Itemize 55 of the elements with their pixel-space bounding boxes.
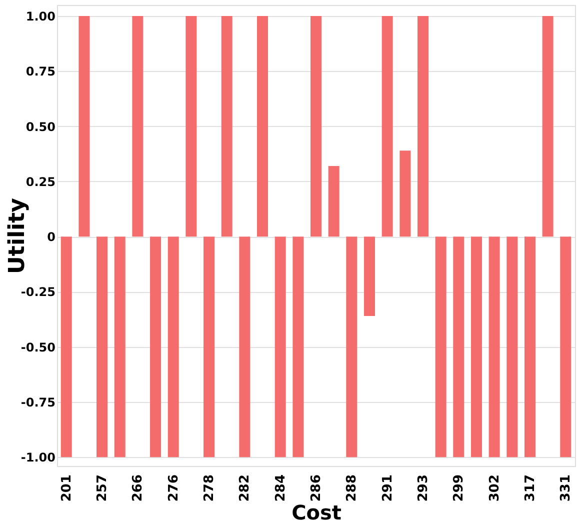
bar [435, 236, 446, 458]
x-tick-label: 293 [416, 474, 431, 502]
x-tick-label: 291 [380, 474, 396, 502]
bar [221, 16, 232, 237]
bar [382, 16, 393, 237]
bar [364, 236, 375, 316]
x-tick-label: 299 [452, 474, 467, 502]
bar [257, 16, 268, 237]
bar [470, 236, 482, 458]
bar [204, 236, 215, 458]
bar [346, 236, 358, 458]
bar [114, 236, 126, 458]
bar [328, 166, 340, 237]
x-tick-label: 257 [95, 474, 110, 502]
bar [292, 236, 304, 458]
x-tick-label: 317 [522, 474, 538, 502]
bar [168, 236, 179, 458]
bar [417, 16, 428, 237]
x-tick-label: 302 [487, 474, 502, 502]
y-tick-label: -0.75 [20, 396, 56, 410]
x-tick-label: 331 [558, 474, 574, 502]
bar [78, 16, 90, 237]
y-tick-label: 0 [47, 230, 56, 244]
bar [506, 236, 518, 458]
y-tick-label: 1.00 [26, 10, 56, 24]
bar [274, 236, 286, 458]
y-tick-label: 0.75 [26, 64, 56, 79]
x-axis-title: Cost [292, 500, 342, 525]
bar [453, 236, 464, 458]
bar [560, 236, 572, 458]
bar [400, 150, 411, 237]
bar [132, 16, 144, 237]
x-tick-label: 286 [309, 474, 324, 502]
bar [542, 16, 554, 237]
x-tick-label: 288 [344, 474, 360, 502]
x-tick-label: 201 [59, 474, 74, 502]
bar [150, 236, 162, 458]
bar [60, 236, 72, 458]
x-tick-label: 276 [166, 474, 182, 502]
y-axis-title: Utility [4, 198, 30, 274]
y-tick-label: -0.50 [20, 340, 56, 354]
bar [524, 236, 536, 458]
y-tick-label: 0.50 [26, 120, 56, 134]
y-tick-label: 0.25 [26, 174, 56, 189]
x-tick-label: 282 [238, 474, 253, 502]
y-tick-label: -1.00 [20, 450, 56, 465]
bar [488, 236, 500, 458]
y-tick-label: -0.25 [20, 285, 56, 300]
bar [310, 16, 322, 237]
x-tick-label: 266 [130, 474, 146, 502]
x-tick-label: 278 [202, 474, 218, 502]
bar [239, 236, 250, 458]
x-tick-label: 284 [273, 474, 288, 502]
bar [96, 236, 108, 458]
bar [186, 16, 197, 237]
